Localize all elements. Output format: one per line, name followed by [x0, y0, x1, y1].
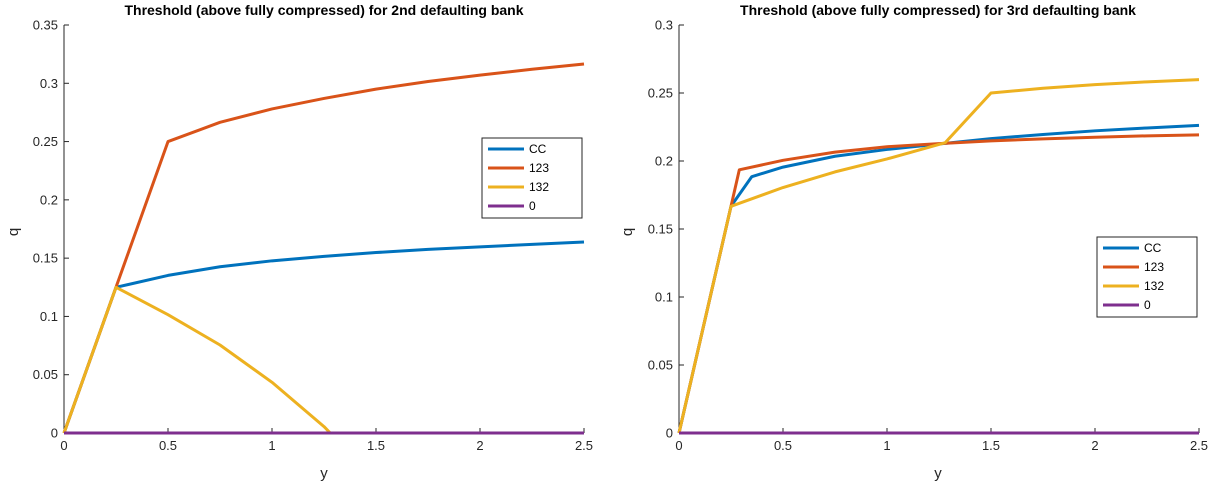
chart-title: Threshold (above fully compressed) for 2…: [124, 2, 523, 18]
legend-entry-132: 132: [1144, 279, 1164, 293]
legend-entry-0: 0: [529, 199, 536, 213]
legend-entry-CC: CC: [1144, 241, 1162, 255]
series-line-CC: [677, 123, 1200, 434]
legend-entry-0: 0: [1144, 298, 1151, 312]
y-axis-label: q: [619, 228, 636, 236]
y-tick-label: 0.15: [648, 222, 673, 237]
x-tick-label: 1: [268, 438, 275, 453]
legend-entry-CC: CC: [529, 142, 547, 156]
y-tick-label: 0.25: [648, 86, 673, 101]
series-layer: [62, 62, 585, 435]
x-tick-label: 1.5: [367, 438, 385, 453]
y-tick-label: 0.1: [655, 290, 673, 305]
y-tick-label: 0.15: [33, 251, 58, 266]
x-tick-label: 0.5: [774, 438, 792, 453]
y-tick-label: 0: [666, 426, 673, 441]
x-tick-label: 2.5: [575, 438, 593, 453]
x-tick-label: 0.5: [159, 438, 177, 453]
legend-box: [1096, 236, 1198, 318]
x-axis-label: y: [934, 465, 942, 482]
y-tick-label: 0.2: [655, 154, 673, 169]
x-tick-label: 2: [1091, 438, 1098, 453]
y-tick-label: 0.05: [648, 358, 673, 373]
x-tick-label: 2: [476, 438, 483, 453]
chart-3rd-defaulting-bank: Threshold (above fully compressed) for 3…: [619, 2, 1208, 482]
y-tick-label: 0.35: [33, 18, 58, 33]
y-tick-label: 0.25: [33, 134, 58, 149]
x-tick-label: 1.5: [982, 438, 1000, 453]
legend-entry-123: 123: [529, 161, 549, 175]
legend-entry-123: 123: [1144, 260, 1164, 274]
y-tick-label: 0: [51, 426, 58, 441]
series-line-123: [62, 62, 585, 434]
x-tick-label: 2.5: [1190, 438, 1208, 453]
legend: CC 123 132 0: [481, 137, 583, 219]
y-tick-label: 0.3: [40, 76, 58, 91]
series-line-132: [677, 78, 1200, 434]
y-axis-label: q: [5, 228, 22, 236]
chart-2nd-defaulting-bank: Threshold (above fully compressed) for 2…: [5, 2, 593, 482]
y-tick-label: 0.05: [33, 367, 58, 382]
legend: CC 123 132 0: [1096, 236, 1198, 318]
y-tick-label: 0.2: [40, 192, 58, 207]
series-line-123: [677, 133, 1200, 434]
series-line-CC: [62, 240, 585, 434]
chart-title: Threshold (above fully compressed) for 3…: [740, 2, 1136, 18]
x-tick-label: 0: [675, 438, 682, 453]
series-layer: [677, 78, 1200, 435]
y-tick-label: 0.3: [655, 18, 673, 33]
legend-entry-132: 132: [529, 180, 549, 194]
x-tick-label: 1: [883, 438, 890, 453]
x-tick-label: 0: [60, 438, 67, 453]
y-tick-label: 0.1: [40, 309, 58, 324]
series-line-132: [62, 285, 332, 435]
x-axis-label: y: [320, 465, 328, 482]
